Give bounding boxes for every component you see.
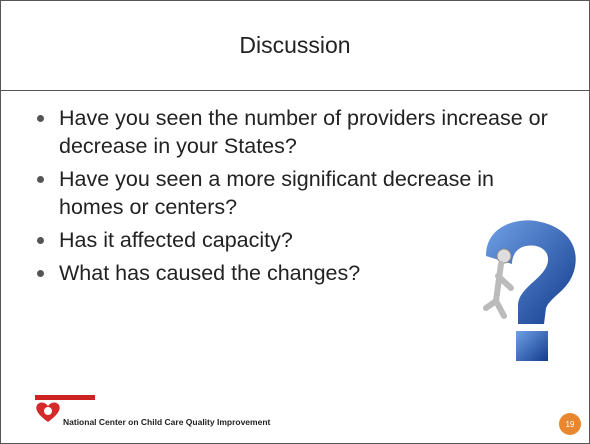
bullet-item: Have you seen a more significant decreas…	[31, 165, 561, 221]
footer-organization: National Center on Child Care Quality Im…	[63, 417, 270, 427]
slide: Discussion Have you seen the number of p…	[0, 0, 590, 444]
page-number: 19	[559, 413, 581, 435]
question-mark-image	[456, 216, 586, 366]
bullet-item: Have you seen the number of providers in…	[31, 104, 561, 160]
slide-title: Discussion	[239, 32, 350, 59]
title-box: Discussion	[1, 1, 589, 91]
logo-heart	[35, 401, 61, 423]
logo-banner	[35, 395, 95, 401]
